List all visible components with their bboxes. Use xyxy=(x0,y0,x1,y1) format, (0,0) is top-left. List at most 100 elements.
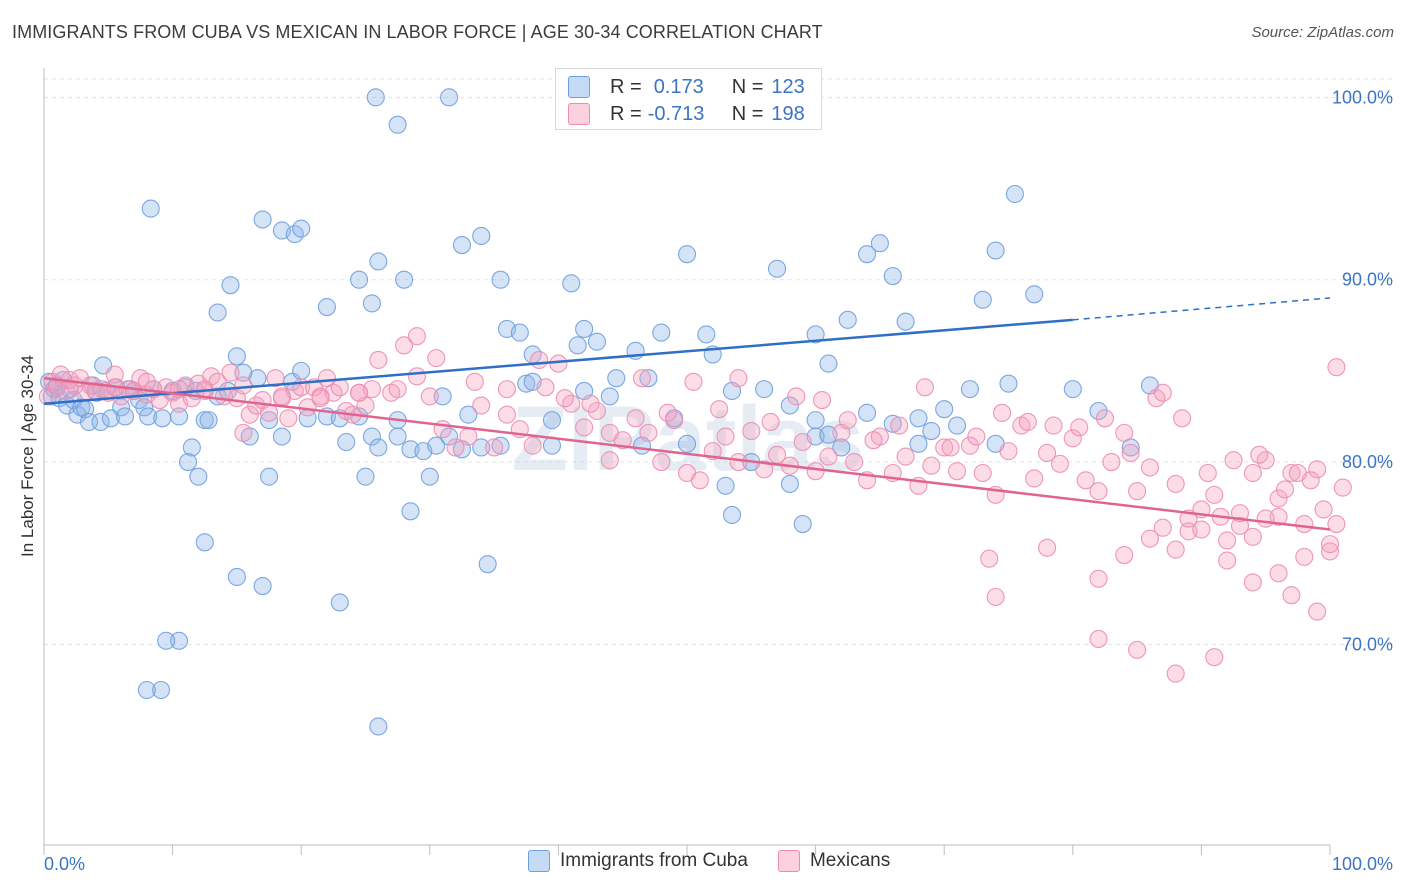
data-point xyxy=(1243,463,1262,483)
data-point xyxy=(684,372,703,391)
data-point xyxy=(362,294,381,313)
data-point xyxy=(472,226,491,245)
data-point xyxy=(909,434,928,453)
chart-title: IMMIGRANTS FROM CUBA VS MEXICAN IN LABOR… xyxy=(12,22,823,42)
data-point xyxy=(491,270,510,289)
data-point xyxy=(137,372,156,391)
data-point xyxy=(838,310,857,329)
data-point xyxy=(221,276,240,295)
data-point xyxy=(234,423,253,442)
series-mexicans xyxy=(38,327,1352,683)
data-point xyxy=(1198,463,1217,483)
data-point xyxy=(1282,463,1301,483)
data-point xyxy=(587,332,607,351)
data-point xyxy=(948,462,967,481)
data-point xyxy=(581,394,600,413)
data-point xyxy=(459,405,478,424)
data-point xyxy=(864,431,883,450)
data-point xyxy=(350,270,369,289)
data-point xyxy=(362,427,381,446)
data-point xyxy=(169,407,189,426)
data-point xyxy=(1192,520,1211,539)
y-tick-label: 100.0% xyxy=(1332,87,1393,107)
trend-line-cuba-extension xyxy=(1072,297,1331,321)
data-point xyxy=(999,442,1018,461)
data-point xyxy=(292,361,311,380)
data-point xyxy=(980,549,999,568)
data-point xyxy=(369,438,388,457)
data-point xyxy=(151,680,171,700)
data-point xyxy=(690,471,709,490)
data-point xyxy=(1128,640,1147,659)
data-point xyxy=(182,438,201,457)
data-point xyxy=(941,438,960,457)
data-point xyxy=(369,350,388,369)
data-point xyxy=(91,412,110,431)
data-point xyxy=(330,378,349,397)
trend-lines xyxy=(43,297,1331,531)
data-point xyxy=(716,476,735,495)
data-point xyxy=(600,423,619,442)
data-point xyxy=(857,403,877,422)
data-point xyxy=(420,387,439,406)
data-point xyxy=(639,369,658,388)
data-point xyxy=(1166,474,1185,493)
data-point xyxy=(388,427,407,446)
data-point xyxy=(1070,418,1089,437)
data-point xyxy=(169,631,189,650)
legend-item-mexicans[interactable]: Mexicans xyxy=(777,850,890,872)
data-point xyxy=(993,403,1012,422)
data-point xyxy=(1218,531,1237,550)
data-point xyxy=(1115,423,1134,442)
data-point xyxy=(1044,416,1063,435)
data-point xyxy=(1295,547,1314,566)
data-point xyxy=(780,396,799,415)
data-point xyxy=(266,369,285,388)
cuba-swatch xyxy=(528,850,550,872)
data-point xyxy=(1025,469,1044,488)
series-legend: Immigrants from Cuba Mexicans xyxy=(528,850,920,872)
data-point xyxy=(973,463,992,483)
data-point xyxy=(452,236,472,255)
data-point xyxy=(272,387,291,406)
data-point xyxy=(195,411,214,430)
data-point xyxy=(1102,453,1121,472)
data-point xyxy=(139,407,158,426)
data-point xyxy=(1250,445,1269,464)
legend-label-cuba: Immigrants from Cuba xyxy=(560,850,748,871)
data-point xyxy=(1333,478,1352,497)
mexicans-swatch xyxy=(777,850,800,872)
data-point xyxy=(56,381,75,400)
legend-item-cuba[interactable]: Immigrants from Cuba xyxy=(528,850,748,872)
data-point xyxy=(999,374,1018,393)
data-point xyxy=(510,323,529,342)
data-point xyxy=(1243,527,1262,546)
data-point xyxy=(1089,629,1108,648)
data-point xyxy=(240,405,259,424)
data-point xyxy=(1038,538,1057,557)
data-point xyxy=(1050,454,1069,473)
data-point xyxy=(1243,573,1262,592)
data-point xyxy=(793,432,812,452)
data-point xyxy=(542,411,562,430)
data-point xyxy=(497,405,517,424)
data-point xyxy=(1089,401,1108,421)
data-point xyxy=(292,219,311,238)
data-point xyxy=(1140,529,1160,548)
data-point xyxy=(787,387,806,406)
data-point xyxy=(366,88,385,107)
data-point xyxy=(1038,443,1057,462)
data-point xyxy=(388,115,407,134)
data-point xyxy=(568,336,587,355)
data-point xyxy=(1230,516,1250,535)
data-point xyxy=(337,432,356,452)
data-point xyxy=(960,380,979,399)
n-value: 198 xyxy=(771,102,805,125)
data-point xyxy=(1166,540,1185,559)
cuba-swatch xyxy=(568,76,590,98)
data-point xyxy=(1166,664,1185,683)
data-point xyxy=(221,363,240,382)
data-point xyxy=(1018,412,1037,431)
data-point xyxy=(729,369,748,388)
data-point xyxy=(986,587,1005,607)
